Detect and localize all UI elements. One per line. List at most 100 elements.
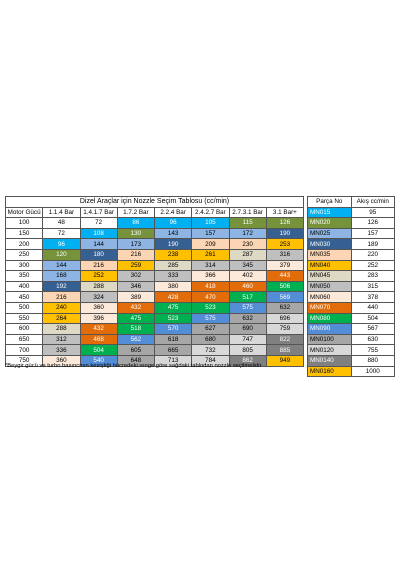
column-header: Parça No bbox=[307, 196, 352, 208]
flow-cell: 240 bbox=[42, 301, 81, 314]
flow-cell: 632 bbox=[228, 312, 267, 325]
flow-cell: 885 bbox=[265, 344, 305, 356]
flow-cell: 732 bbox=[191, 344, 230, 356]
part-number: MN050 bbox=[307, 280, 352, 293]
table-row: 400 192 288 346 380 418 460 506 bbox=[4, 280, 305, 293]
flow-cell: 460 bbox=[228, 280, 267, 293]
flow-cell: 570 bbox=[153, 323, 193, 335]
flow-cell: 432 bbox=[79, 323, 118, 335]
flow-rate: 630 bbox=[350, 333, 395, 346]
table-row: MN050 315 bbox=[307, 280, 395, 293]
flow-cell: 336 bbox=[42, 344, 81, 356]
table-row: MN035 220 bbox=[307, 248, 395, 261]
part-number: MN080 bbox=[307, 312, 352, 325]
flow-cell: 190 bbox=[153, 238, 193, 250]
table-row: MN040 252 bbox=[307, 259, 395, 272]
flow-cell: 627 bbox=[191, 323, 230, 335]
flow-cell: 562 bbox=[116, 333, 156, 346]
motor-power: 500 bbox=[4, 301, 44, 314]
table-row: 550 264 396 475 523 575 632 696 bbox=[4, 312, 305, 325]
flow-cell: 314 bbox=[191, 259, 230, 272]
table-row: 250 120 180 216 238 261 287 316 bbox=[4, 248, 305, 261]
flow-cell: 569 bbox=[265, 291, 305, 303]
table-row: MN0120 755 bbox=[307, 344, 395, 356]
table-row: 150 72 108 130 143 157 172 190 bbox=[4, 227, 305, 240]
flow-rate: 157 bbox=[350, 227, 395, 240]
motor-power: 200 bbox=[4, 238, 44, 250]
flow-cell: 216 bbox=[79, 259, 118, 272]
flow-cell: 523 bbox=[191, 301, 230, 314]
flow-cell: 366 bbox=[191, 270, 230, 282]
flow-cell: 144 bbox=[42, 259, 81, 272]
flow-rate: 252 bbox=[350, 259, 395, 272]
flow-cell: 253 bbox=[265, 238, 305, 250]
part-number: MN015 bbox=[307, 206, 352, 219]
flow-cell: 72 bbox=[42, 227, 81, 240]
table-row: MN080 504 bbox=[307, 312, 395, 325]
table-row: MN020 126 bbox=[307, 217, 395, 229]
flow-cell: 209 bbox=[191, 238, 230, 250]
flow-cell: 130 bbox=[116, 227, 156, 240]
flow-cell: 575 bbox=[228, 301, 267, 314]
nozzle-table: Parça No Akış cc/min MN015 95 MN020 126 MN025… bbox=[307, 196, 395, 378]
flow-cell: 180 bbox=[79, 248, 118, 261]
part-number: MN0120 bbox=[307, 344, 352, 356]
table-row: 750 360 540 648 713 784 862 949 bbox=[4, 354, 305, 367]
table-row: 100 48 72 86 96 105 115 126 bbox=[4, 217, 305, 229]
flow-cell: 230 bbox=[228, 238, 267, 250]
table-row: 350 168 252 302 333 366 402 443 bbox=[4, 270, 305, 282]
flow-cell: 312 bbox=[42, 333, 81, 346]
flow-cell: 402 bbox=[228, 270, 267, 282]
selection-table: Dizel Araçlar için Nozzle Seçim Tablosu … bbox=[4, 196, 305, 367]
flow-cell: 540 bbox=[79, 354, 118, 367]
part-number: MN090 bbox=[307, 323, 352, 335]
flow-cell: 172 bbox=[228, 227, 267, 240]
part-number: MN060 bbox=[307, 291, 352, 303]
flow-cell: 216 bbox=[116, 248, 156, 261]
table-row: 600 288 432 518 570 627 690 759 bbox=[4, 323, 305, 335]
flow-cell: 396 bbox=[79, 312, 118, 325]
flow-cell: 324 bbox=[79, 291, 118, 303]
flow-cell: 345 bbox=[228, 259, 267, 272]
flow-cell: 105 bbox=[191, 217, 230, 229]
table-row: 500 240 360 432 475 523 575 632 bbox=[4, 301, 305, 314]
flow-cell: 605 bbox=[116, 344, 156, 356]
flow-cell: 86 bbox=[116, 217, 156, 229]
flow-cell: 259 bbox=[116, 259, 156, 272]
flow-cell: 380 bbox=[153, 280, 193, 293]
flow-cell: 665 bbox=[153, 344, 193, 356]
flow-cell: 48 bbox=[42, 217, 81, 229]
flow-cell: 360 bbox=[79, 301, 118, 314]
flow-rate: 189 bbox=[350, 238, 395, 250]
flow-cell: 428 bbox=[153, 291, 193, 303]
part-number: MN070 bbox=[307, 301, 352, 314]
flow-cell: 173 bbox=[116, 238, 156, 250]
flow-cell: 302 bbox=[116, 270, 156, 282]
column-header: 2.4.2.7 Bar bbox=[191, 206, 230, 219]
motor-power: 250 bbox=[4, 248, 44, 261]
flow-cell: 432 bbox=[116, 301, 156, 314]
flow-cell: 333 bbox=[153, 270, 193, 282]
flow-cell: 190 bbox=[265, 227, 305, 240]
flow-rate: 1000 bbox=[350, 365, 395, 378]
flow-rate: 880 bbox=[350, 354, 395, 367]
flow-cell: 805 bbox=[228, 344, 267, 356]
flow-cell: 285 bbox=[153, 259, 193, 272]
flow-rate: 755 bbox=[350, 344, 395, 356]
part-number: MN0100 bbox=[307, 333, 352, 346]
table-row: 450 216 324 389 428 470 517 569 bbox=[4, 291, 305, 303]
column-header: 1.1.4 Bar bbox=[42, 206, 81, 219]
flow-cell: 360 bbox=[42, 354, 81, 367]
table-row: MN025 157 bbox=[307, 227, 395, 240]
flow-cell: 264 bbox=[42, 312, 81, 325]
flow-rate: 440 bbox=[350, 301, 395, 314]
motor-power: 550 bbox=[4, 312, 44, 325]
flow-cell: 288 bbox=[42, 323, 81, 335]
flow-cell: 518 bbox=[116, 323, 156, 335]
table-row: MN015 95 bbox=[307, 206, 395, 219]
table-row: 300 144 216 259 285 314 345 379 bbox=[4, 259, 305, 272]
column-header: 3.1 Bar+ bbox=[265, 206, 305, 219]
flow-cell: 690 bbox=[228, 323, 267, 335]
flow-cell: 316 bbox=[265, 248, 305, 261]
flow-cell: 144 bbox=[79, 238, 118, 250]
